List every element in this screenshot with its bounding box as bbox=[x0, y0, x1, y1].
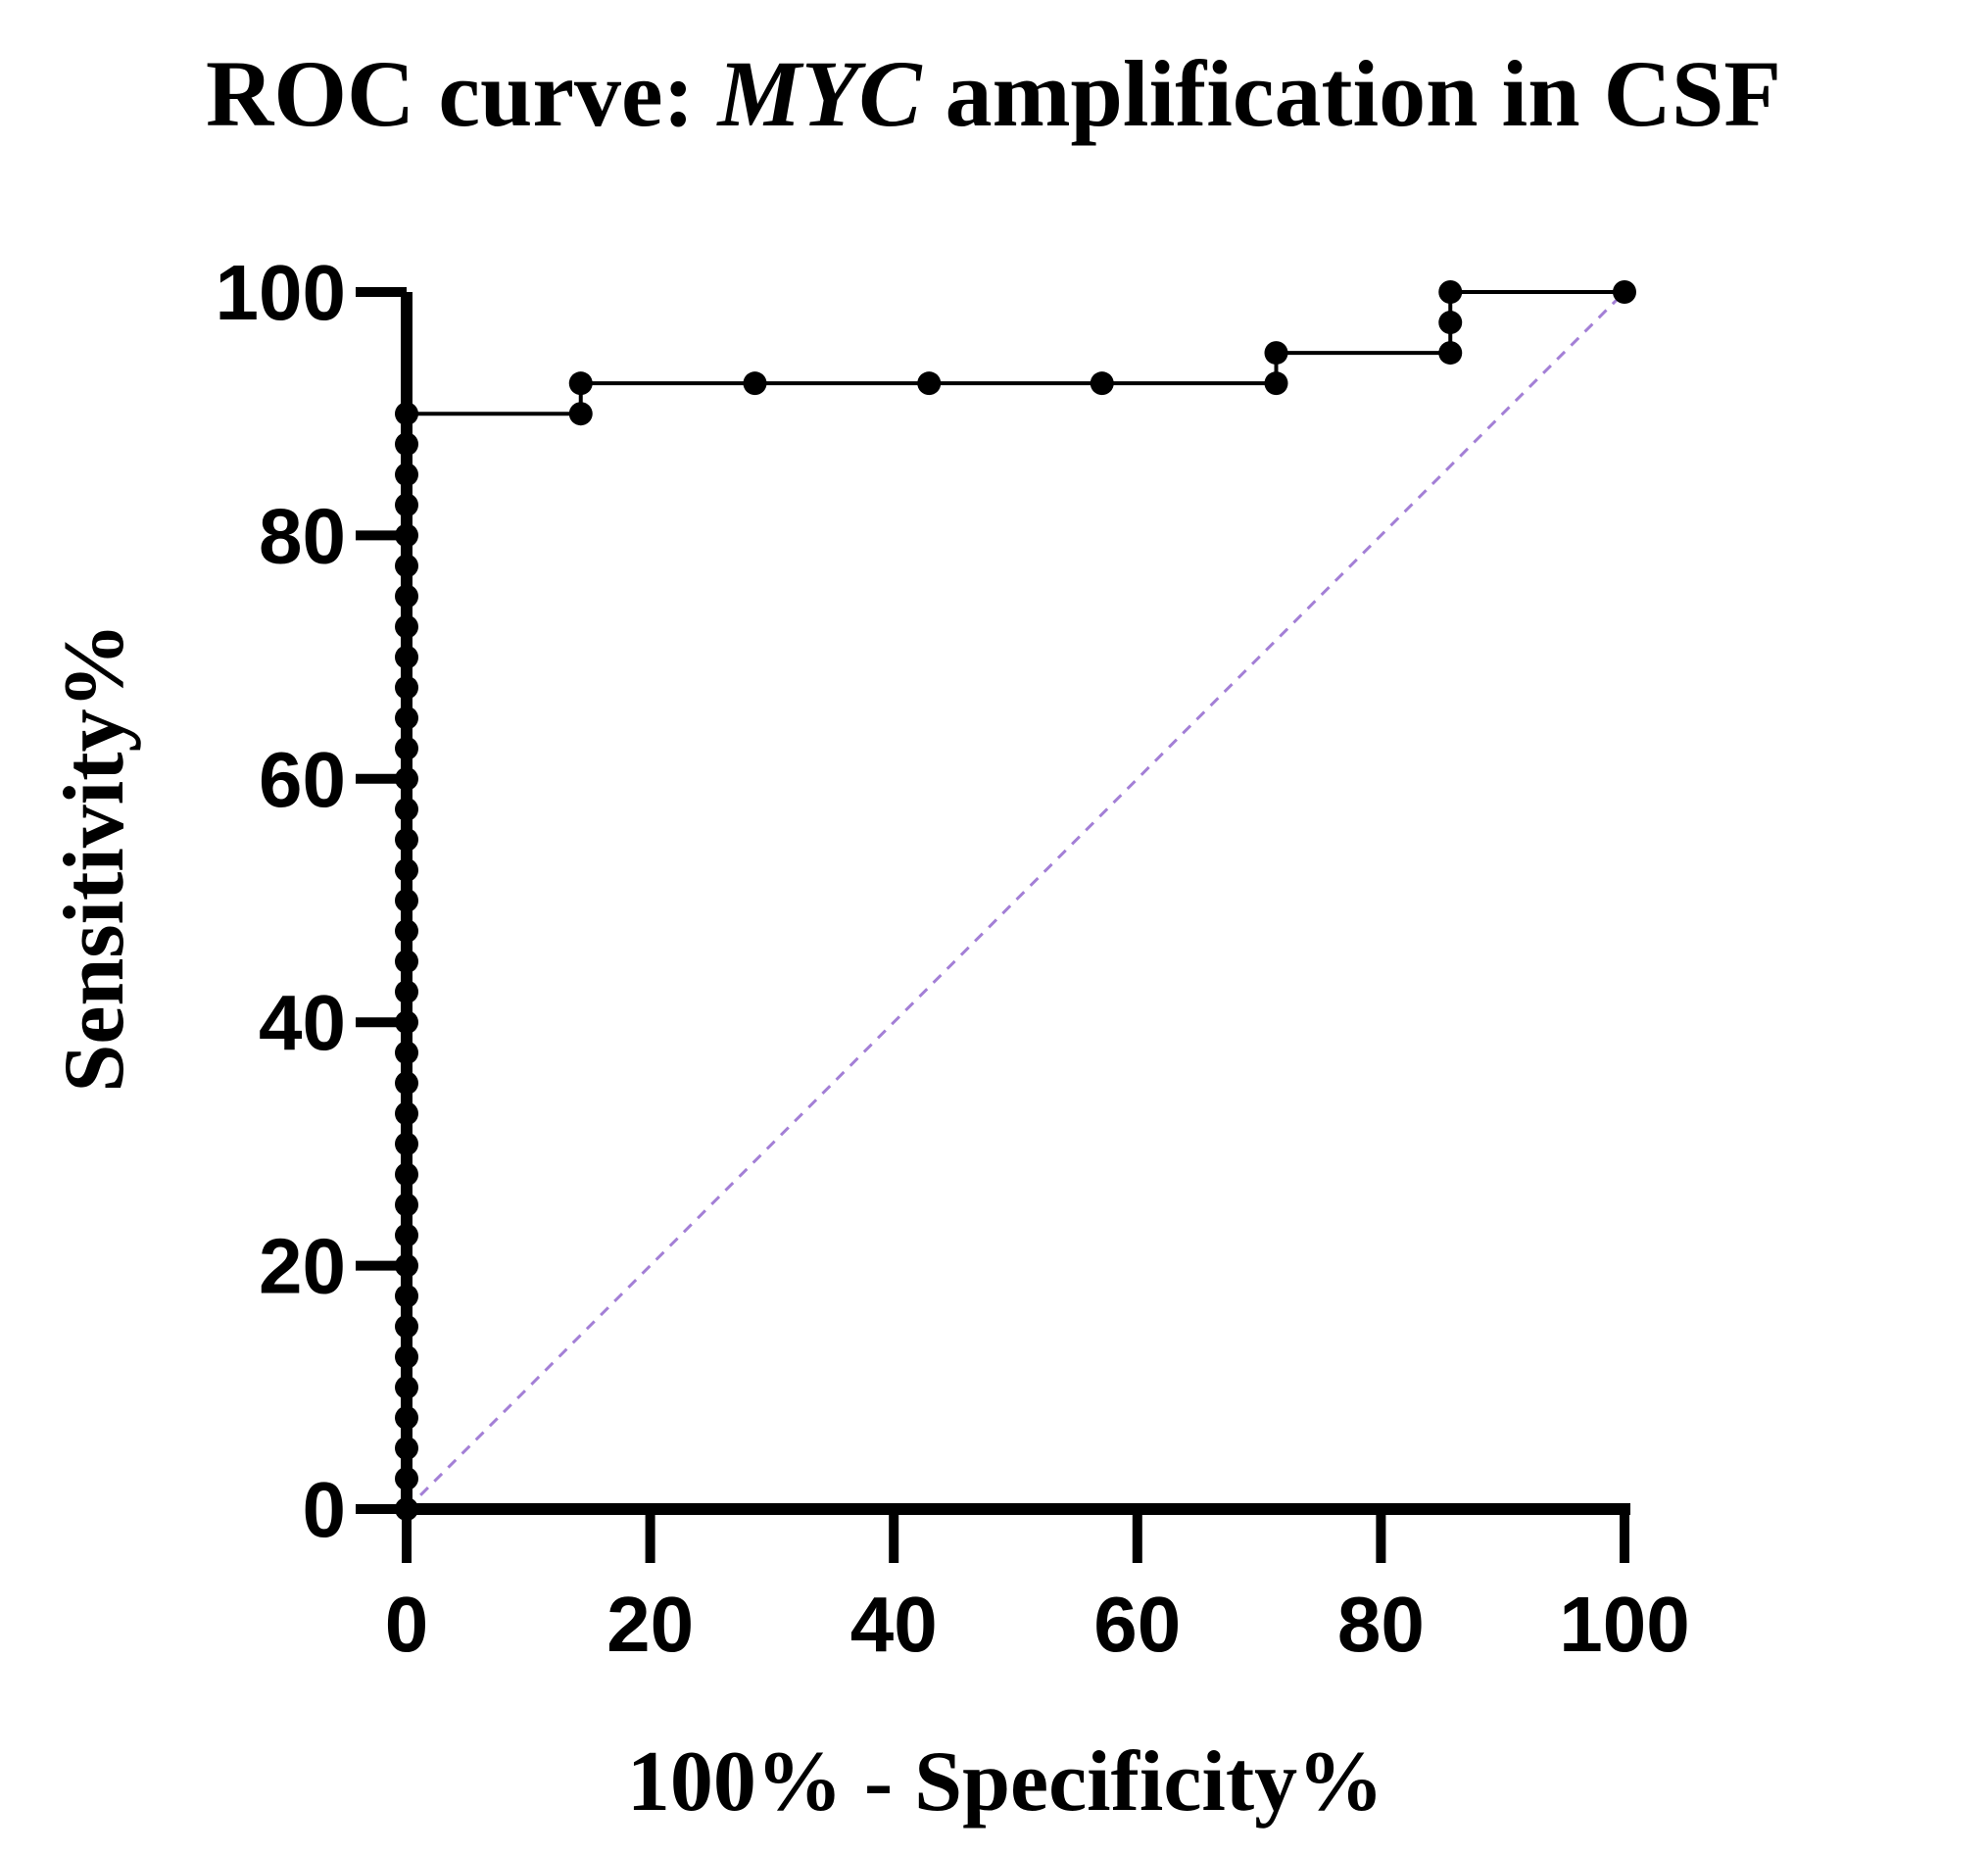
x-tick-label: 80 bbox=[1337, 1581, 1425, 1668]
roc-data-point bbox=[395, 797, 418, 821]
roc-data-point bbox=[395, 1253, 418, 1278]
roc-data-point bbox=[568, 371, 593, 396]
roc-data-point bbox=[395, 1101, 418, 1126]
reference-diagonal-line bbox=[405, 290, 1626, 1511]
roc-data-point bbox=[395, 463, 418, 487]
roc-data-point bbox=[395, 1284, 418, 1308]
y-tick-label: 40 bbox=[259, 979, 346, 1066]
roc-data-point bbox=[395, 523, 418, 548]
roc-data-point bbox=[395, 827, 418, 852]
roc-data-point bbox=[395, 1162, 418, 1187]
roc-data-point bbox=[395, 614, 418, 639]
roc-data-point bbox=[1613, 280, 1636, 304]
x-tick-label: 100 bbox=[1559, 1581, 1689, 1668]
roc-data-point bbox=[395, 1223, 418, 1247]
roc-data-point bbox=[395, 857, 418, 882]
chart-title-suffix: amplification in CSF bbox=[922, 41, 1781, 146]
roc-data-point bbox=[395, 645, 418, 669]
y-tick-label: 20 bbox=[259, 1223, 346, 1310]
roc-data-point bbox=[917, 371, 942, 396]
roc-data-point bbox=[395, 950, 418, 974]
roc-data-point bbox=[395, 432, 418, 457]
roc-data-point bbox=[395, 1497, 418, 1521]
x-tick-label: 60 bbox=[1093, 1581, 1181, 1668]
x-tick-label: 0 bbox=[385, 1581, 429, 1668]
roc-data-point bbox=[395, 675, 418, 700]
roc-data-point bbox=[395, 1405, 418, 1430]
chart-title: ROC curve: MYC amplification in CSF bbox=[206, 41, 1781, 146]
plot-area: 0 20 40 60 80 100 0 20 40 60 80 100 bbox=[216, 249, 1690, 1668]
roc-data-point bbox=[395, 706, 418, 730]
roc-data-point bbox=[395, 1132, 418, 1156]
roc-data-point bbox=[395, 919, 418, 944]
roc-data-point bbox=[395, 493, 418, 517]
roc-data-point bbox=[395, 980, 418, 1004]
roc-data-point bbox=[395, 1466, 418, 1490]
roc-data-point bbox=[395, 1344, 418, 1369]
roc-data-point bbox=[395, 1314, 418, 1339]
x-tick-label: 20 bbox=[606, 1581, 694, 1668]
roc-data-point bbox=[1264, 371, 1288, 396]
roc-data-point bbox=[395, 889, 418, 912]
chart-title-prefix: ROC curve: bbox=[206, 41, 718, 146]
x-tick-label: 40 bbox=[850, 1581, 938, 1668]
y-axis-label: Sensitivity% bbox=[47, 622, 142, 1092]
roc-data-point bbox=[1438, 341, 1463, 366]
y-tick-label: 60 bbox=[259, 736, 346, 823]
roc-data-point bbox=[395, 402, 418, 426]
roc-data-point bbox=[743, 371, 767, 396]
roc-data-point bbox=[1438, 280, 1463, 304]
y-tick-label: 0 bbox=[303, 1466, 347, 1553]
y-tick-label: 100 bbox=[216, 249, 346, 336]
roc-data-point bbox=[395, 766, 418, 791]
roc-data-point bbox=[395, 1193, 418, 1217]
chart-title-gene: MYC bbox=[716, 41, 923, 146]
roc-data-point bbox=[395, 584, 418, 609]
roc-data-point bbox=[395, 1071, 418, 1096]
roc-data-point bbox=[395, 1041, 418, 1065]
roc-data-point bbox=[395, 1375, 418, 1399]
roc-data-point bbox=[568, 402, 593, 426]
y-tick-label: 80 bbox=[259, 492, 346, 579]
roc-data-point bbox=[1264, 341, 1288, 366]
roc-data-point bbox=[395, 1010, 418, 1035]
roc-data-point bbox=[1438, 311, 1463, 335]
roc-data-point bbox=[395, 736, 418, 760]
roc-data-point bbox=[1090, 371, 1114, 396]
roc-data-point bbox=[395, 1436, 418, 1460]
x-axis-label: 100% - Specificity% bbox=[627, 1734, 1383, 1830]
roc-data-point bbox=[395, 554, 418, 578]
